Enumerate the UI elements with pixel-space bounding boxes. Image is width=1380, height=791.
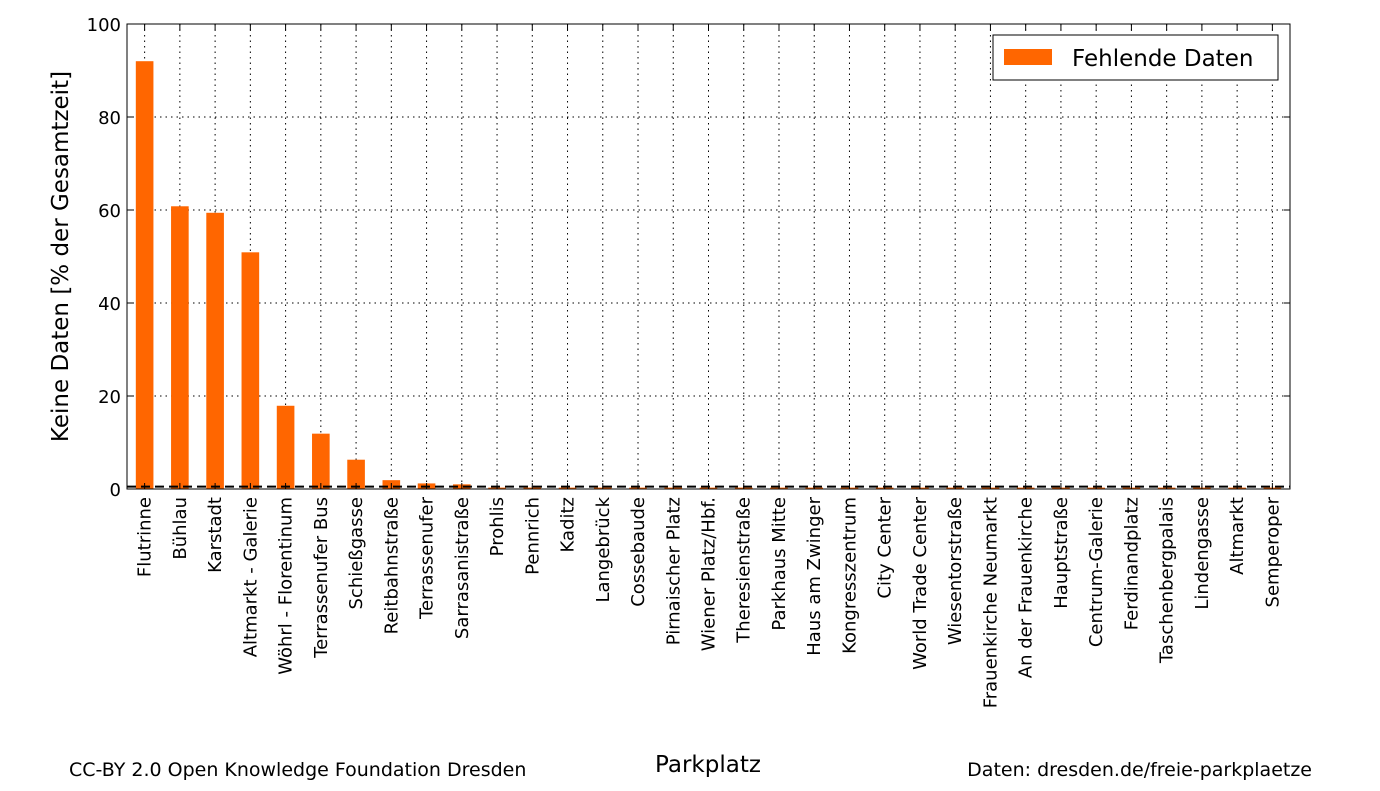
y-tick-label: 100	[87, 15, 121, 36]
y-axis-ticks: 0 20 40 60 80 100	[87, 15, 1290, 501]
x-tick-label: Cossebaude	[628, 497, 649, 607]
x-tick-label: Altmarkt	[1227, 497, 1248, 575]
x-tick-label: Schießgasse	[346, 497, 367, 609]
x-tick-label: Ferdinandplatz	[1121, 497, 1142, 630]
x-tick-label: Centrum-Galerie	[1086, 497, 1107, 647]
bar	[347, 459, 365, 489]
x-tick-label: Frauenkirche Neumarkt	[980, 497, 1001, 708]
x-axis-ticks: Flutrinne Bühlau Karstadt Altmarkt - Galeri…	[135, 24, 1283, 708]
x-axis-title: Parkplatz	[655, 752, 761, 778]
x-tick-label: Terrassenufer	[417, 496, 438, 620]
x-tick-label: Wiesentorstraße	[945, 497, 966, 645]
bars	[135, 61, 1282, 490]
x-tick-label: Bühlau	[170, 497, 191, 560]
x-tick-label: Karstadt	[205, 497, 226, 573]
bar	[135, 61, 154, 489]
bar	[206, 212, 224, 490]
y-axis-title: Keine Daten [% der Gesamtzeit]	[48, 71, 74, 442]
x-tick-label: Kongresszentrum	[839, 497, 860, 654]
y-tick-label: 0	[110, 480, 121, 501]
x-tick-label: City Center	[875, 496, 896, 598]
x-tick-label: Taschenbergpalais	[1157, 497, 1178, 664]
x-tick-label: Pennrich	[522, 497, 543, 575]
bar	[312, 433, 330, 489]
x-tick-label: Langebrück	[593, 496, 614, 602]
x-tick-label: Sarrasanistraße	[452, 497, 473, 639]
x-tick-label: Flutrinne	[135, 497, 156, 577]
legend: Fehlende Daten	[992, 34, 1279, 81]
x-tick-label: An der Frauenkirche	[1016, 497, 1037, 678]
data-source-note: Daten: dresden.de/freie-parkplaetze	[967, 759, 1312, 781]
legend-box	[992, 34, 1279, 81]
x-tick-label: Wiener Platz/Hbf.	[699, 497, 720, 651]
x-tick-label: Haus am Zwinger	[804, 496, 825, 655]
grid-lines	[127, 23, 1290, 490]
x-tick-label: Pirnaischer Platz	[663, 497, 684, 645]
bar	[241, 252, 260, 489]
x-tick-label: World Trade Center	[910, 496, 931, 669]
legend-label: Fehlende Daten	[1072, 46, 1253, 72]
x-tick-label: Kaditz	[558, 497, 579, 552]
x-tick-label: Semperoper	[1262, 496, 1283, 607]
x-tick-label: Theresienstraße	[734, 497, 755, 644]
x-tick-label: Altmarkt - Galerie	[240, 497, 261, 657]
bar	[276, 405, 295, 489]
y-tick-label: 40	[98, 294, 121, 315]
x-tick-label: Terrassenufer Bus	[311, 497, 332, 659]
y-tick-label: 60	[98, 201, 121, 222]
x-tick-label: Prohlis	[487, 497, 508, 556]
legend-swatch	[1004, 49, 1052, 65]
x-tick-label: Parkhaus Mitte	[769, 497, 790, 631]
x-tick-label: Hauptstraße	[1051, 497, 1072, 609]
y-tick-label: 80	[98, 108, 121, 129]
x-tick-label: Lindengasse	[1192, 497, 1213, 610]
license-note: CC-BY 2.0 Open Knowledge Foundation Dres…	[69, 759, 526, 781]
x-tick-label: Reitbahnstraße	[381, 497, 402, 634]
y-tick-label: 20	[98, 387, 121, 408]
x-tick-label: Wöhrl - Florentinum	[276, 497, 297, 675]
bar	[171, 206, 189, 489]
